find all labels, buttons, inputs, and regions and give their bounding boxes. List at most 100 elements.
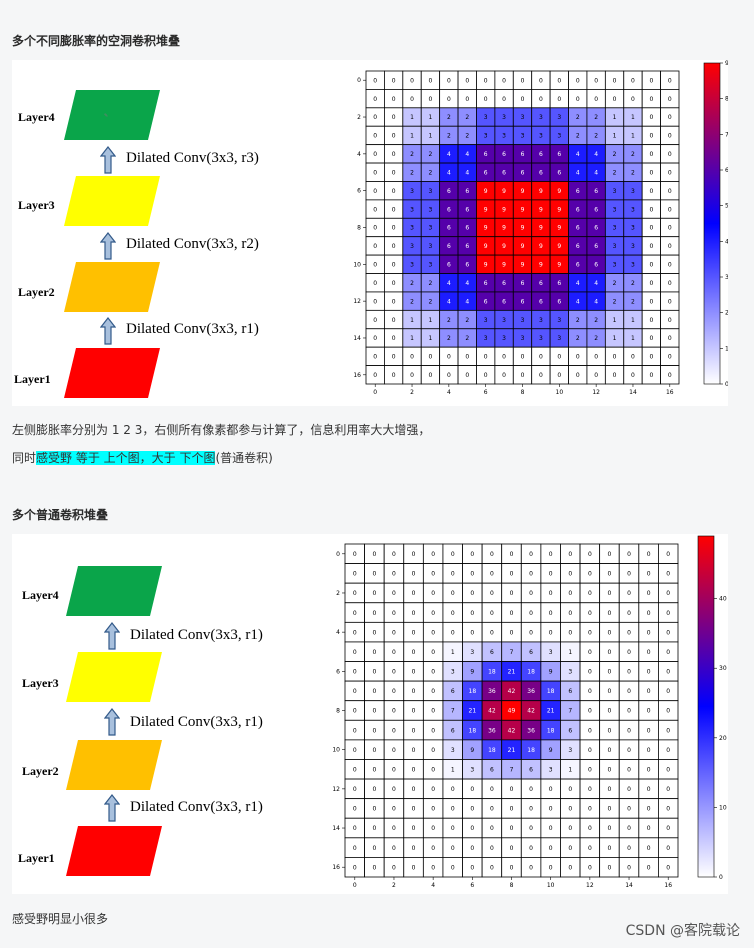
cell-value-label: 0 bbox=[470, 864, 474, 871]
cell-value-label: 3 bbox=[549, 649, 553, 656]
cell-value-label: 0 bbox=[608, 551, 612, 558]
cell-value-label: 0 bbox=[373, 169, 377, 176]
cell-value-label: 0 bbox=[521, 354, 525, 361]
cell-value-label: 7 bbox=[451, 708, 455, 715]
cell-value-label: 9 bbox=[539, 188, 543, 195]
cell-value-label: 2 bbox=[465, 335, 469, 342]
cell-value-label: 6 bbox=[447, 225, 451, 232]
cell-value-label: 0 bbox=[372, 610, 376, 617]
cell-value-label: 0 bbox=[470, 825, 474, 832]
cell-value-label: 2 bbox=[631, 169, 635, 176]
cell-value-label: 0 bbox=[588, 669, 592, 676]
cell-value-label: 0 bbox=[353, 629, 357, 636]
cell-value-label: 0 bbox=[608, 688, 612, 695]
cell-value-label: 0 bbox=[412, 806, 416, 813]
cell-value-label: 0 bbox=[510, 845, 514, 852]
cell-value-label: 36 bbox=[527, 688, 535, 695]
cell-value-label: 3 bbox=[613, 225, 617, 232]
cell-value-label: 0 bbox=[594, 77, 598, 84]
cell-value-label: 0 bbox=[608, 845, 612, 852]
cell-value-label: 0 bbox=[373, 77, 377, 84]
cell-value-label: 0 bbox=[431, 825, 435, 832]
cell-value-label: 0 bbox=[668, 354, 672, 361]
cell-value-label: 0 bbox=[431, 766, 435, 773]
cell-value-label: 0 bbox=[412, 571, 416, 578]
cell-value-label: 0 bbox=[353, 590, 357, 597]
layer2-label: Layer2 bbox=[18, 285, 55, 299]
cell-value-label: 0 bbox=[392, 298, 396, 305]
cell-value-label: 0 bbox=[588, 864, 592, 871]
cell-value-label: 0 bbox=[568, 786, 572, 793]
arrow-up-icon bbox=[104, 794, 120, 822]
cell-value-label: 0 bbox=[510, 806, 514, 813]
cell-value-label: 0 bbox=[392, 225, 396, 232]
cell-value-label: 0 bbox=[372, 727, 376, 734]
cell-value-label: 2 bbox=[613, 169, 617, 176]
cell-value-label: 3 bbox=[502, 335, 506, 342]
cell-value-label: 6 bbox=[484, 169, 488, 176]
cell-value-label: 4 bbox=[465, 169, 469, 176]
cell-value-label: 6 bbox=[557, 298, 561, 305]
cell-value-label: 0 bbox=[502, 372, 506, 379]
x-tick-label: 2 bbox=[410, 389, 414, 396]
layer1-plane bbox=[66, 826, 162, 876]
cell-value-label: 3 bbox=[484, 133, 488, 140]
cell-value-label: 49 bbox=[508, 708, 516, 715]
cell-value-label: 3 bbox=[521, 133, 525, 140]
cell-value-label: 0 bbox=[431, 806, 435, 813]
cell-value-label: 0 bbox=[647, 747, 651, 754]
cell-value-label: 0 bbox=[521, 77, 525, 84]
colorbar-tick-label: 4 bbox=[725, 238, 728, 245]
cell-value-label: 9 bbox=[557, 262, 561, 269]
cell-value-label: 0 bbox=[649, 280, 653, 287]
cell-value-label: 0 bbox=[549, 825, 553, 832]
x-tick-label: 10 bbox=[556, 389, 564, 396]
cell-value-label: 4 bbox=[447, 169, 451, 176]
cell-value-label: 0 bbox=[631, 77, 635, 84]
cell-value-label: 0 bbox=[429, 354, 433, 361]
cell-value-label: 0 bbox=[649, 372, 653, 379]
cell-value-label: 0 bbox=[668, 114, 672, 121]
cell-value-label: 6 bbox=[568, 727, 572, 734]
cell-value-label: 0 bbox=[627, 610, 631, 617]
cell-value-label: 0 bbox=[568, 551, 572, 558]
cell-value-label: 0 bbox=[608, 766, 612, 773]
cell-value-label: 0 bbox=[588, 551, 592, 558]
cell-value-label: 0 bbox=[649, 77, 653, 84]
cell-value-label: 0 bbox=[451, 610, 455, 617]
cell-value-label: 0 bbox=[668, 225, 672, 232]
cell-value-label: 0 bbox=[666, 688, 670, 695]
cell-value-label: 0 bbox=[568, 610, 572, 617]
cell-value-label: 0 bbox=[372, 864, 376, 871]
cell-value-label: 1 bbox=[613, 317, 617, 324]
cell-value-label: 0 bbox=[392, 96, 396, 103]
cell-value-label: 0 bbox=[649, 188, 653, 195]
cell-value-label: 1 bbox=[429, 317, 433, 324]
arrow-up-icon bbox=[104, 622, 120, 650]
colorbar-tick-label: 5 bbox=[725, 203, 728, 210]
cell-value-label: 3 bbox=[410, 206, 414, 213]
layer4-label: Layer4 bbox=[18, 110, 55, 124]
cell-value-label: 0 bbox=[588, 688, 592, 695]
cell-value-label: 0 bbox=[353, 571, 357, 578]
cell-value-label: 6 bbox=[576, 206, 580, 213]
cell-value-label: 0 bbox=[372, 825, 376, 832]
cell-value-label: 0 bbox=[549, 590, 553, 597]
cell-value-label: 0 bbox=[353, 669, 357, 676]
cell-value-label: 1 bbox=[568, 649, 572, 656]
cell-value-label: 4 bbox=[447, 151, 451, 158]
cell-value-label: 6 bbox=[465, 188, 469, 195]
cell-value-label: 0 bbox=[647, 766, 651, 773]
cell-value-label: 0 bbox=[373, 317, 377, 324]
cell-value-label: 1 bbox=[631, 133, 635, 140]
cell-value-label: 0 bbox=[353, 688, 357, 695]
cell-value-label: 0 bbox=[431, 747, 435, 754]
cell-value-label: 4 bbox=[576, 169, 580, 176]
cell-value-label: 2 bbox=[465, 317, 469, 324]
cell-value-label: 0 bbox=[608, 786, 612, 793]
cell-value-label: 0 bbox=[490, 590, 494, 597]
cell-value-label: 0 bbox=[608, 727, 612, 734]
cell-value-label: 0 bbox=[568, 864, 572, 871]
cell-value-label: 0 bbox=[631, 354, 635, 361]
cell-value-label: 0 bbox=[529, 551, 533, 558]
